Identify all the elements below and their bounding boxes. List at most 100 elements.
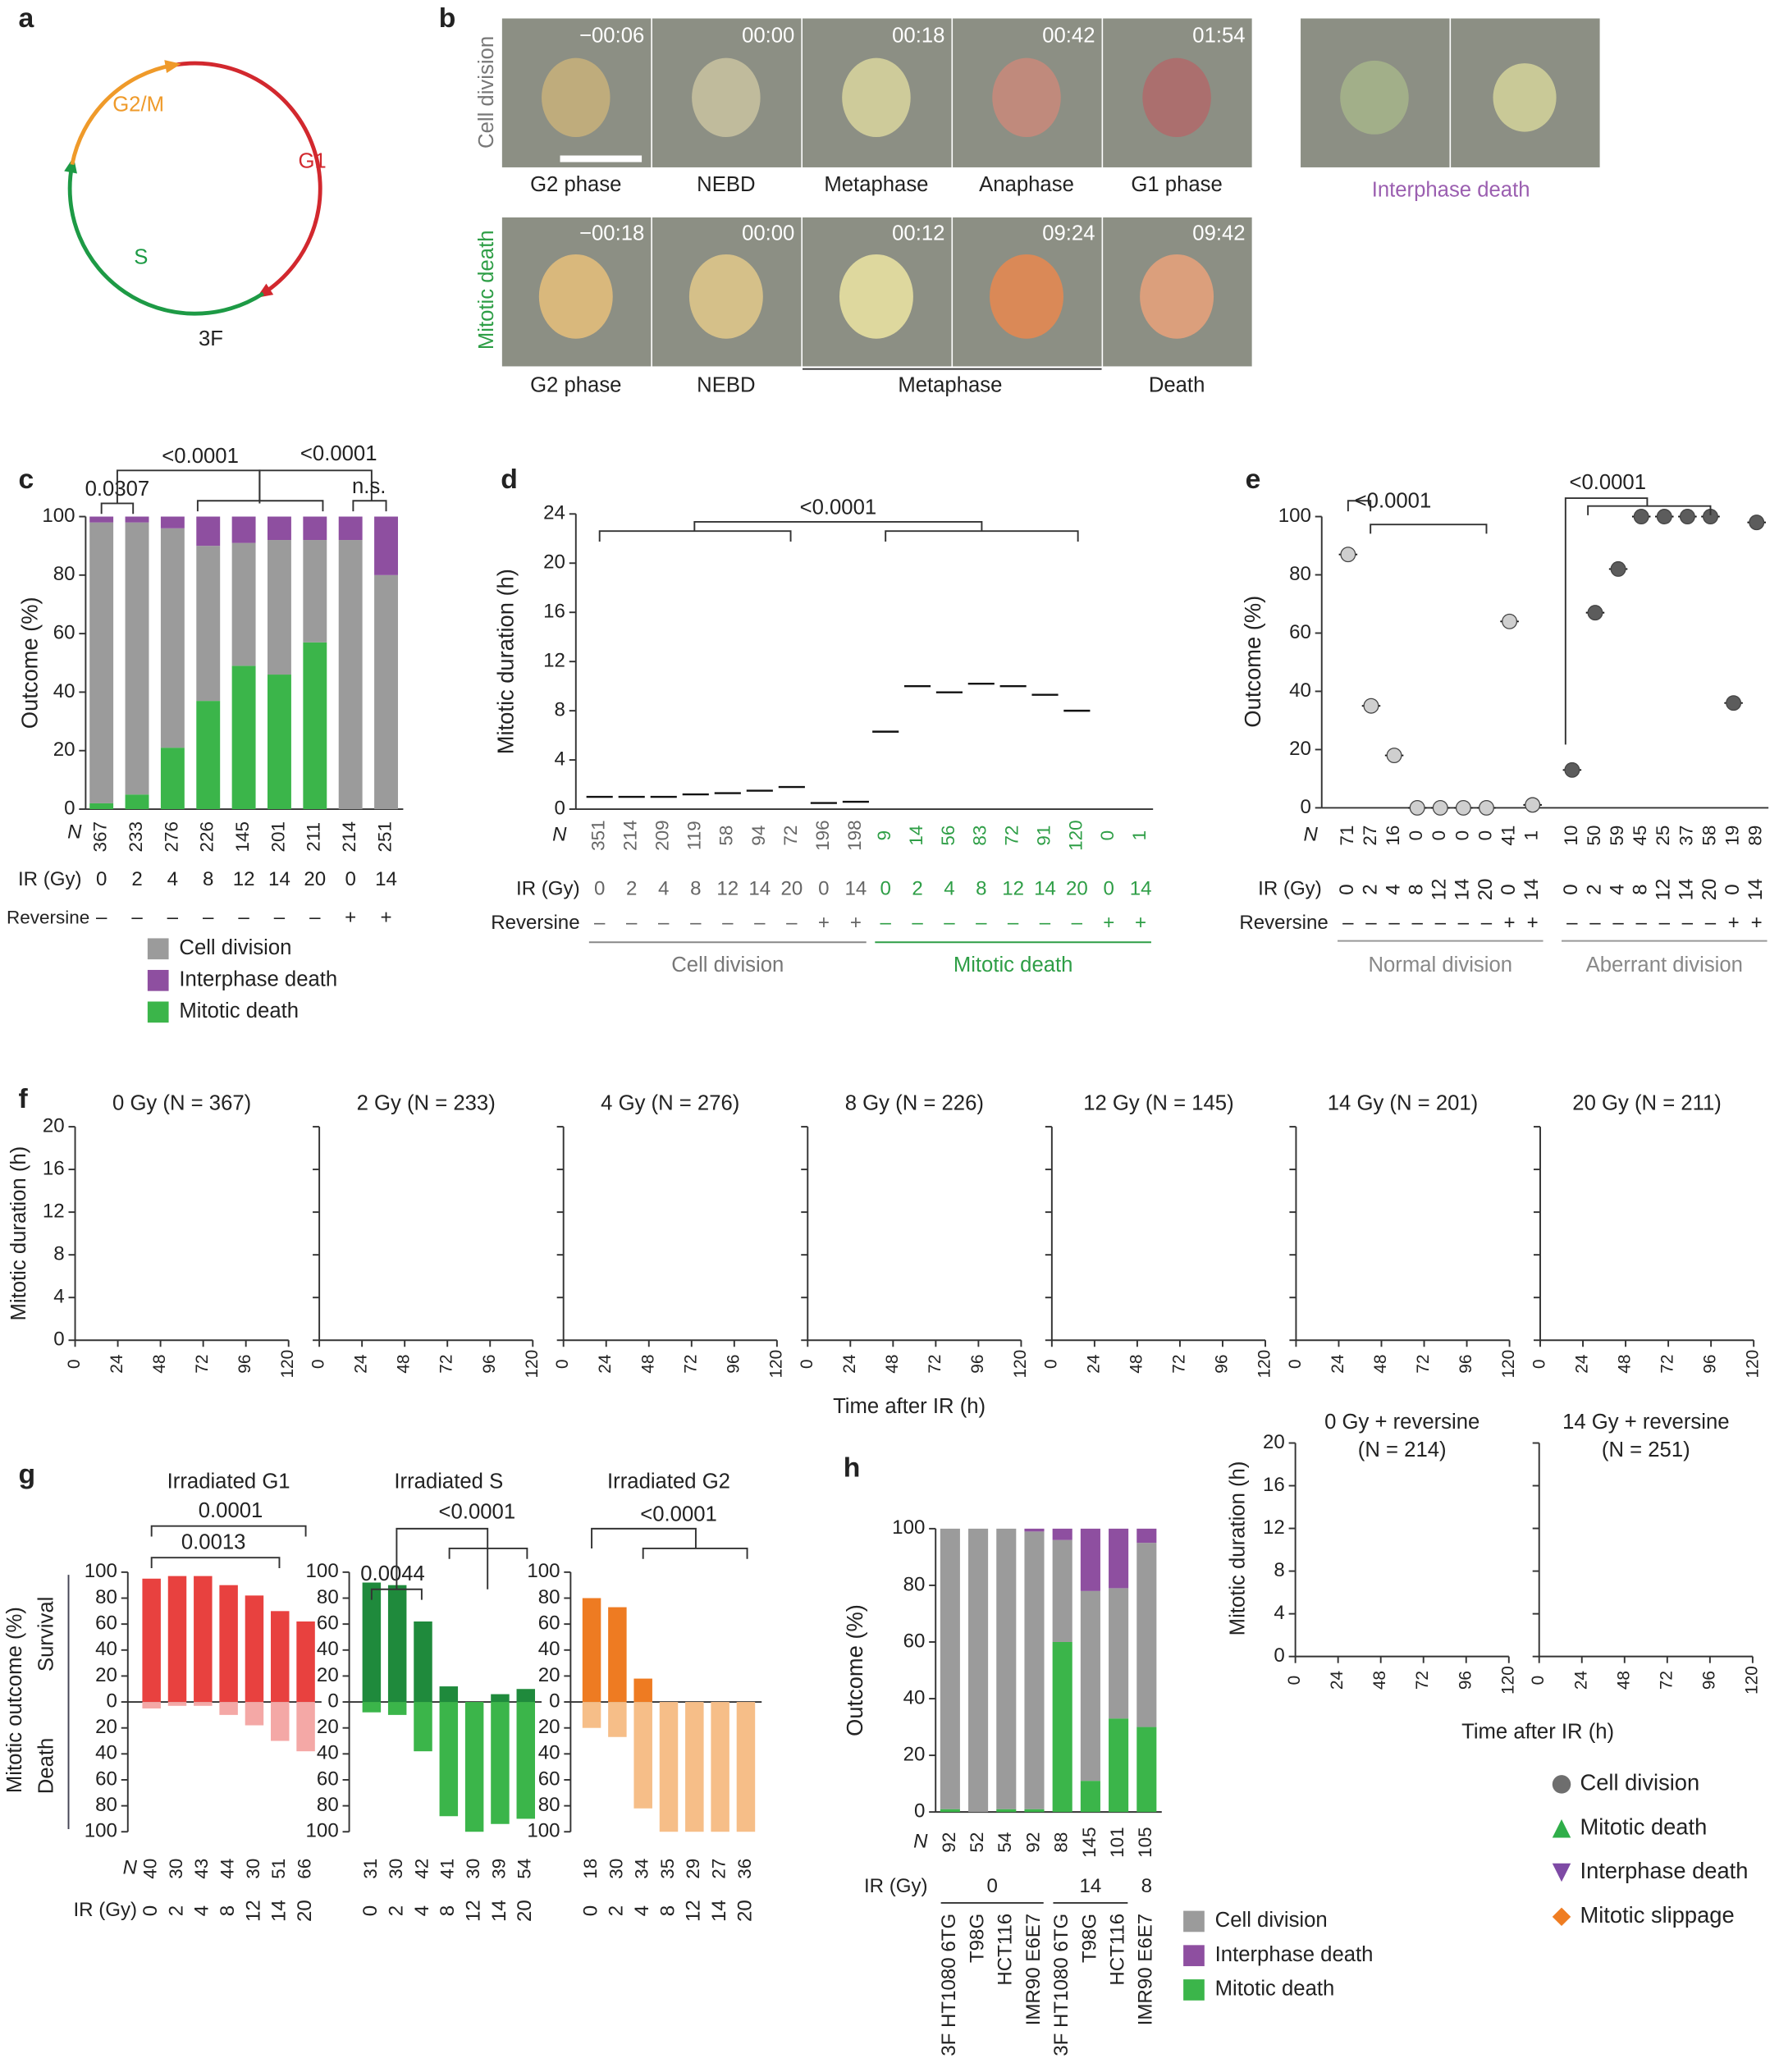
x-tick-label: 0 [139,1905,162,1916]
bar-segment [196,516,221,547]
panel-title: (N = 251) [1602,1439,1690,1461]
panel-title: 4 Gy (N = 276) [601,1092,739,1115]
y-tick-label: 60 [1289,621,1311,643]
death-bar [245,1702,264,1726]
n-label: 94 [748,826,769,846]
x-tick-label: 12 [462,1900,484,1922]
x-tick-label: 96 [236,1355,254,1374]
y-tick-label: 60 [317,1612,339,1635]
x-tick-label: 96 [1457,1355,1475,1374]
panel-title: 14 Gy (N = 201) [1328,1092,1478,1115]
survival-bar [167,1576,187,1703]
n-label: 41 [1498,826,1519,846]
y-tick-label: 40 [317,1638,339,1660]
n-label: 72 [1002,826,1022,846]
death-bar [736,1702,756,1832]
legend-label: Cell division [1580,1770,1700,1795]
x-tick-label: 96 [1212,1355,1231,1374]
y-tick-label: 20 [43,1114,65,1137]
mean-dot [1455,799,1471,816]
bracket [150,1525,307,1537]
death-bar [516,1702,536,1819]
x-tick-label: 20 [514,1900,536,1922]
n-label: 31 [360,1859,381,1879]
n-label: 120 [1065,820,1086,850]
reversine-label: – [1566,912,1578,934]
y-tick-label: 4 [1274,1602,1284,1624]
y-tick-label: 80 [538,1586,560,1608]
cell [1493,63,1557,132]
x-tick-label: 20 [304,868,326,890]
mean-dot [1479,799,1494,816]
y-tick-label: 4 [555,748,565,770]
phase-label: Metaphase [898,373,1002,396]
y-tick-label: 20 [903,1743,926,1765]
bar-segment [231,516,256,543]
reversine-label: + [818,912,830,934]
reversine-label: – [1682,912,1694,934]
bracket [1370,524,1488,534]
phase-label: G1 phase [1131,173,1222,196]
reversine-label: – [594,912,606,934]
n-label: 41 [437,1859,458,1879]
y-tick-label: 20 [1289,738,1311,760]
mean-dot [1656,509,1672,524]
legend-label: Cell division [179,936,291,959]
label: IR (Gy) [73,1899,137,1921]
x-tick-label: 120 [523,1350,542,1379]
x-tick-label: 72 [1413,1671,1432,1690]
timestamp: 09:42 [1192,222,1245,245]
y-tick-label: 16 [543,601,565,623]
bar-segment [1136,1528,1157,1544]
n-label: 58 [716,826,737,846]
panel-title: Irradiated G1 [167,1470,290,1493]
bar-segment [89,803,114,810]
bar-segment [996,1809,1017,1813]
death-bar [711,1702,729,1832]
n-label: 36 [734,1859,755,1879]
x-tick-label: 72 [926,1355,944,1374]
x-tick-label: 24 [1329,1355,1347,1374]
ir-group-label: 8 [1141,1875,1152,1897]
panel-label: g [18,1459,35,1490]
panel-title: 20 Gy (N = 211) [1572,1092,1722,1115]
x-axis-label: Time after IR (h) [833,1395,986,1418]
x-tick-label: 24 [1573,1355,1592,1374]
bar-segment [1052,1641,1072,1813]
x-tick-label: 0 [594,877,605,899]
label: Mitotic death [475,230,498,350]
bar-segment [996,1528,1017,1809]
reversine-label: + [850,912,862,934]
x-tick-label: 14 [268,868,290,890]
y-tick-label: 80 [1289,563,1311,585]
reversine-label: – [912,912,923,934]
n-label: 276 [161,821,181,853]
bar-segment [338,516,363,541]
x-tick-label: 14 [748,877,771,899]
x-tick-label: 2 [131,868,142,890]
bar-segment [303,642,327,810]
n-label: 1 [1521,830,1542,841]
timestamp: 00:18 [892,25,944,48]
y-tick-label: 40 [95,1742,117,1764]
x-tick-label: 14 [1034,877,1056,899]
y-tick-label: 40 [53,680,75,702]
n-label: 59 [1607,826,1627,846]
cell [538,254,613,339]
y-tick-label: 16 [1263,1474,1285,1496]
bar-segment [268,540,291,675]
y-tick-label: 80 [53,563,75,585]
y-tick-label: 40 [538,1638,560,1660]
death-bar [362,1702,382,1713]
legend-label: Mitotic death [1215,1978,1335,2001]
x-tick-label: 0 [798,1359,816,1369]
y-tick-label: 40 [317,1742,339,1764]
phase-label: G2 phase [530,373,621,396]
label: IR (Gy) [18,868,82,890]
bar-segment [1080,1528,1100,1591]
x-tick-label: 14 [488,1900,510,1922]
x-tick-label: 120 [1744,1350,1763,1379]
x-tick-label: 20 [294,1900,316,1922]
y-tick-label: 60 [95,1768,117,1790]
reversine-label: – [880,912,891,934]
